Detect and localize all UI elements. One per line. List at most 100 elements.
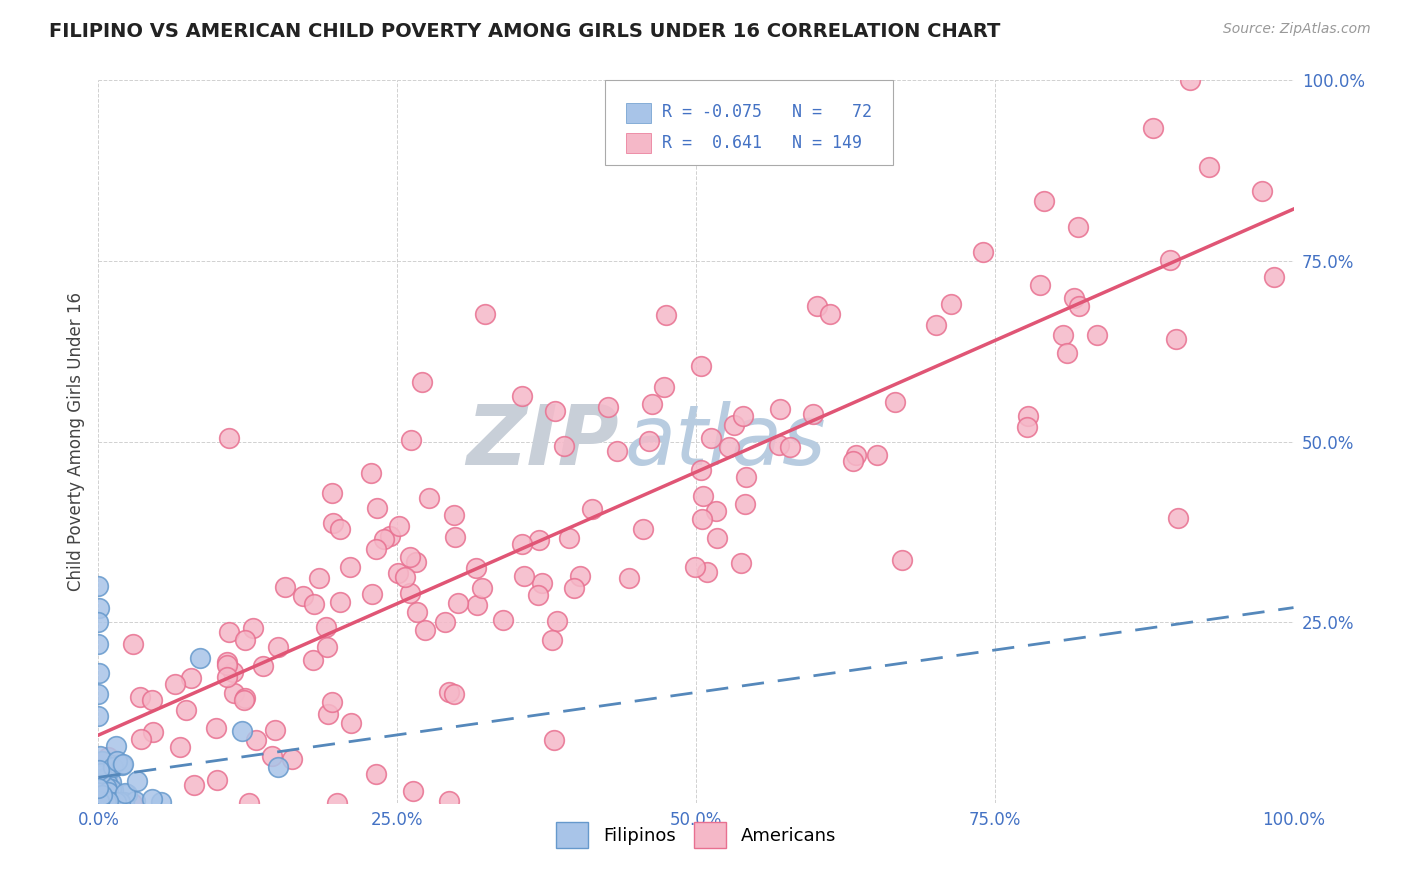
Point xyxy=(105,795,128,809)
Point xyxy=(87,709,110,723)
Text: atlas: atlas xyxy=(624,401,825,482)
Point xyxy=(700,431,723,445)
Point xyxy=(218,624,240,639)
Point xyxy=(150,796,173,810)
Point xyxy=(108,795,131,809)
Point xyxy=(87,763,110,777)
Point xyxy=(437,794,460,808)
Point xyxy=(125,773,148,788)
Point xyxy=(411,376,433,390)
Point xyxy=(655,308,678,322)
Point xyxy=(121,637,143,651)
Point xyxy=(510,389,533,403)
Point xyxy=(723,418,745,433)
Point xyxy=(512,569,534,583)
Point xyxy=(1017,409,1039,423)
Point xyxy=(1067,219,1090,234)
Point xyxy=(1166,332,1188,346)
Point xyxy=(1052,327,1074,342)
Point xyxy=(434,615,457,629)
Point xyxy=(1032,194,1054,208)
Point xyxy=(217,656,239,670)
Point xyxy=(96,770,118,784)
Point xyxy=(105,739,128,753)
Point xyxy=(735,470,758,484)
Point xyxy=(465,598,488,612)
Point xyxy=(683,559,706,574)
Point xyxy=(87,794,110,808)
Point xyxy=(444,530,467,544)
Point xyxy=(1029,277,1052,292)
Point xyxy=(361,587,384,601)
Point xyxy=(90,772,112,786)
Point xyxy=(87,615,110,630)
Point xyxy=(443,687,465,701)
Point xyxy=(865,448,887,462)
Point xyxy=(97,785,120,799)
Point xyxy=(93,792,115,806)
Point xyxy=(641,397,664,411)
Point xyxy=(141,792,163,806)
Point xyxy=(401,784,423,798)
Point xyxy=(90,778,112,792)
Point xyxy=(544,404,567,418)
Point xyxy=(89,665,111,680)
Point xyxy=(267,760,290,774)
Point xyxy=(388,519,411,533)
Point xyxy=(263,723,285,737)
Point xyxy=(316,706,339,721)
Point xyxy=(704,504,727,518)
Point xyxy=(302,653,325,667)
Point xyxy=(183,778,205,792)
Point xyxy=(91,796,114,810)
Point xyxy=(1263,270,1285,285)
Point xyxy=(692,489,714,503)
Point xyxy=(207,772,229,787)
Point xyxy=(89,780,111,794)
Point xyxy=(292,590,315,604)
Point xyxy=(90,795,112,809)
Point xyxy=(96,775,118,789)
Point xyxy=(97,750,120,764)
Point xyxy=(112,757,135,772)
Y-axis label: Child Poverty Among Girls Under 16: Child Poverty Among Girls Under 16 xyxy=(66,292,84,591)
Text: FILIPINO VS AMERICAN CHILD POVERTY AMONG GIRLS UNDER 16 CORRELATION CHART: FILIPINO VS AMERICAN CHILD POVERTY AMONG… xyxy=(49,22,1001,41)
Point xyxy=(218,431,240,445)
Point xyxy=(531,575,554,590)
Point xyxy=(690,512,713,526)
Point xyxy=(1085,327,1108,342)
Point xyxy=(89,796,111,810)
Point xyxy=(841,453,863,467)
Point xyxy=(543,732,565,747)
Point xyxy=(87,796,110,810)
Point xyxy=(91,796,114,810)
Point xyxy=(280,751,302,765)
Point xyxy=(529,533,551,547)
Point xyxy=(1251,185,1274,199)
Point xyxy=(1069,299,1091,313)
Point xyxy=(165,676,187,690)
Point xyxy=(883,395,905,409)
Point xyxy=(399,586,422,600)
Point xyxy=(364,542,387,557)
Point xyxy=(104,796,127,810)
Point xyxy=(638,434,661,449)
Point xyxy=(689,359,711,373)
Point xyxy=(90,765,112,780)
Point xyxy=(242,621,264,635)
Point xyxy=(718,440,741,454)
Point xyxy=(304,597,326,611)
Point xyxy=(87,796,110,810)
Point xyxy=(100,781,122,796)
Point xyxy=(142,724,165,739)
Point xyxy=(89,796,111,810)
Point xyxy=(924,318,946,332)
Point xyxy=(87,793,110,807)
Point xyxy=(252,659,274,673)
Text: Source: ZipAtlas.com: Source: ZipAtlas.com xyxy=(1223,22,1371,37)
Point xyxy=(89,796,111,810)
Point xyxy=(652,379,675,393)
Point xyxy=(233,633,256,648)
Point xyxy=(91,788,114,802)
Point xyxy=(631,522,654,536)
